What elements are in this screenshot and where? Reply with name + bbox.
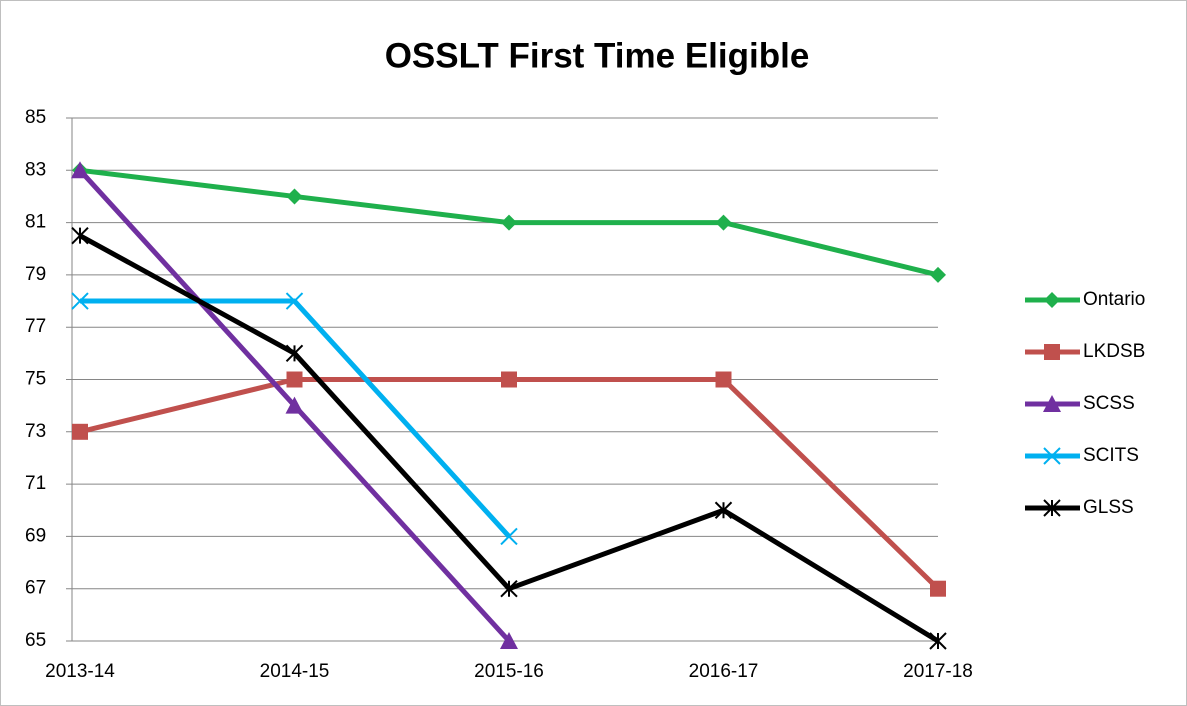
marker bbox=[285, 396, 304, 414]
marker bbox=[1044, 292, 1060, 308]
marker bbox=[929, 632, 947, 650]
y-tick-label: 79 bbox=[25, 264, 46, 285]
marker bbox=[715, 371, 732, 388]
marker bbox=[500, 632, 518, 649]
legend-label: SCITS bbox=[1083, 445, 1139, 466]
marker bbox=[72, 423, 88, 440]
marker bbox=[286, 188, 303, 205]
y-tick-label: 73 bbox=[25, 421, 46, 442]
y-tick-label: 77 bbox=[25, 316, 46, 337]
marker bbox=[71, 292, 89, 310]
x-tick-label: 2014-15 bbox=[260, 661, 330, 682]
marker bbox=[501, 371, 517, 388]
x-tick-label: 2013-14 bbox=[45, 661, 115, 682]
marker bbox=[71, 226, 89, 245]
y-tick-label: 67 bbox=[25, 578, 46, 599]
marker bbox=[500, 579, 518, 598]
marker bbox=[501, 214, 517, 231]
y-tick-label: 85 bbox=[25, 107, 46, 128]
legend-label: LKDSB bbox=[1083, 341, 1145, 362]
legend-label: GLSS bbox=[1083, 497, 1134, 518]
marker bbox=[71, 161, 89, 179]
marker bbox=[1044, 344, 1060, 360]
y-tick-label: 81 bbox=[25, 212, 46, 233]
x-tick-label: 2015-16 bbox=[474, 661, 544, 682]
y-tick-label: 75 bbox=[25, 369, 46, 390]
y-tick-label: 69 bbox=[25, 525, 46, 546]
marker bbox=[1043, 499, 1061, 517]
marker bbox=[285, 344, 304, 363]
y-tick-label: 83 bbox=[25, 159, 46, 180]
x-tick-label: 2016-17 bbox=[689, 661, 759, 682]
marker bbox=[500, 527, 518, 546]
marker bbox=[286, 371, 303, 388]
marker bbox=[285, 292, 304, 310]
legend-label: SCSS bbox=[1083, 393, 1135, 414]
x-tick-label: 2017-18 bbox=[903, 661, 973, 682]
marker bbox=[1043, 395, 1061, 412]
chart-title: OSSLT First Time Eligible bbox=[385, 36, 810, 75]
y-tick-label: 71 bbox=[25, 473, 46, 494]
y-tick-label: 65 bbox=[25, 630, 46, 651]
marker bbox=[930, 580, 946, 597]
marker bbox=[714, 501, 733, 519]
marker bbox=[1043, 447, 1061, 465]
marker bbox=[715, 214, 732, 231]
marker bbox=[930, 266, 946, 283]
legend-label: Ontario bbox=[1083, 289, 1145, 310]
